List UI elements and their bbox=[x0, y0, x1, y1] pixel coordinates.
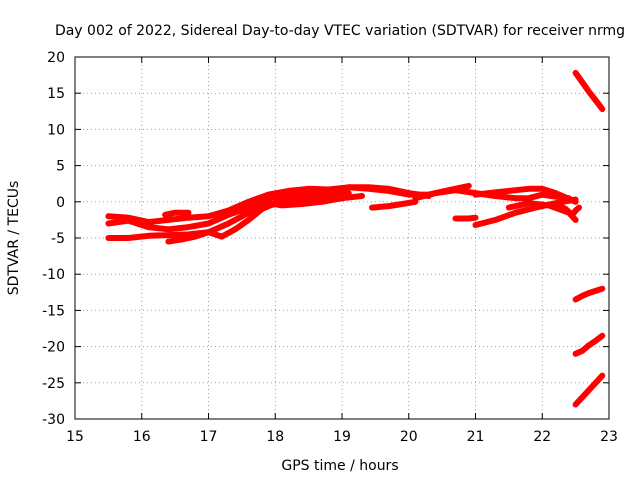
x-tick-label: 20 bbox=[400, 429, 418, 445]
series-arc-3 bbox=[105, 190, 352, 241]
x-tick-label: 21 bbox=[467, 429, 485, 445]
chart-title: Day 002 of 2022, Sidereal Day-to-day VTE… bbox=[55, 23, 625, 39]
series-arc-10 bbox=[452, 214, 479, 222]
y-tick-label: -15 bbox=[42, 303, 65, 319]
y-tick-label: 5 bbox=[56, 159, 65, 175]
series-arc-15 bbox=[572, 285, 606, 303]
tick-layer bbox=[74, 56, 610, 420]
x-tick-label: 22 bbox=[533, 429, 551, 445]
x-axis-title: GPS time / hours bbox=[281, 458, 398, 474]
series-arc-13 bbox=[555, 202, 582, 218]
y-axis-title: SDTVAR / TECUs bbox=[6, 181, 22, 296]
series-arc-9 bbox=[472, 185, 579, 205]
x-tick-label: 19 bbox=[333, 429, 351, 445]
y-tick-label: -5 bbox=[51, 231, 65, 247]
y-tick-label: -20 bbox=[42, 340, 65, 356]
y-tick-label: -30 bbox=[42, 412, 65, 428]
y-tick-label: -10 bbox=[42, 267, 65, 283]
series-arc-4 bbox=[162, 209, 192, 218]
series-arc-16 bbox=[572, 332, 606, 357]
x-tick-label: 15 bbox=[66, 429, 84, 445]
x-tick-label: 17 bbox=[200, 429, 218, 445]
series-arc-7 bbox=[369, 198, 419, 211]
y-tick-label: 20 bbox=[47, 50, 65, 66]
y-tick-label: 10 bbox=[47, 122, 65, 138]
x-tick-label: 23 bbox=[600, 429, 618, 445]
series-arc-2 bbox=[105, 184, 432, 233]
series-arc-8 bbox=[412, 187, 572, 202]
grid-layer bbox=[75, 57, 609, 419]
x-tick-label: 16 bbox=[133, 429, 151, 445]
x-tick-label: 18 bbox=[266, 429, 284, 445]
tick-label-layer: 15 16 17 18 19 20 21 22 23 -30 -25 -20 -15 -10 -5 0 5 10 1… bbox=[42, 50, 618, 445]
y-tick-label: 15 bbox=[47, 86, 65, 102]
y-tick-label: -25 bbox=[42, 376, 65, 392]
y-tick-label: 0 bbox=[56, 195, 65, 211]
series-arc-14 bbox=[572, 69, 606, 113]
series-arc-17 bbox=[572, 372, 606, 408]
series-layer bbox=[105, 69, 606, 408]
series-arc-6 bbox=[258, 193, 365, 209]
